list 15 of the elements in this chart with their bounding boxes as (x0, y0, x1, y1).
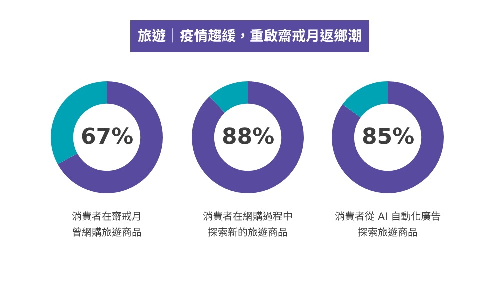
data-label: 88% (222, 125, 275, 150)
data-label: 85% (362, 125, 415, 150)
donut-slice (58, 82, 163, 194)
text: 探索新的旅遊商品 (208, 227, 288, 239)
text: 旅遊｜疫情趨緩，重啟齋戒月返鄉潮 (138, 28, 362, 45)
data-label: 67% (81, 125, 134, 150)
text: 消費者在網購過程中 (203, 211, 293, 223)
donut-slice (210, 82, 248, 114)
donut-slice (192, 82, 304, 194)
text: 消費者從 AI 自動化廣告 (335, 211, 442, 223)
donut-slice (332, 82, 444, 194)
text: 消費者在齋戒月 (72, 211, 142, 223)
text: 探索旅遊商品 (358, 227, 418, 239)
donut-slice (342, 82, 388, 118)
text: 曾網購旅遊商品 (72, 227, 142, 239)
